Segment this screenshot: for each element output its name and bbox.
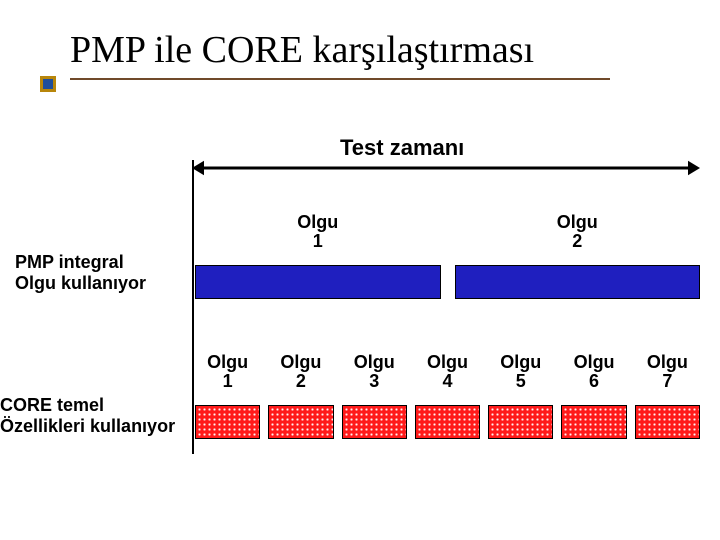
core-case-label: Olgu5 — [500, 353, 541, 391]
core-case-label: Olgu1 — [207, 353, 248, 391]
core-bar — [268, 405, 333, 439]
core-bar — [195, 405, 260, 439]
pmp-bar — [195, 265, 441, 299]
pmp-case-label: Olgu1 — [297, 213, 338, 251]
core-case-label: Olgu3 — [354, 353, 395, 391]
pmp-case-label: Olgu2 — [557, 213, 598, 251]
pmp-bar — [455, 265, 701, 299]
core-bar — [488, 405, 553, 439]
core-bar — [415, 405, 480, 439]
row-label-pmp: PMP integralOlgu kullanıyor — [15, 252, 146, 293]
core-case-label: Olgu4 — [427, 353, 468, 391]
core-case-label: Olgu7 — [647, 353, 688, 391]
core-bar — [342, 405, 407, 439]
gutter-line — [192, 160, 194, 454]
core-bar — [561, 405, 626, 439]
core-case-label: Olgu6 — [574, 353, 615, 391]
core-bar — [635, 405, 700, 439]
slide: { "title": { "text": "PMP ile CORE karşı… — [0, 0, 720, 540]
row-label-core: CORE temelÖzellikleri kullanıyor — [0, 395, 175, 436]
core-case-label: Olgu2 — [280, 353, 321, 391]
